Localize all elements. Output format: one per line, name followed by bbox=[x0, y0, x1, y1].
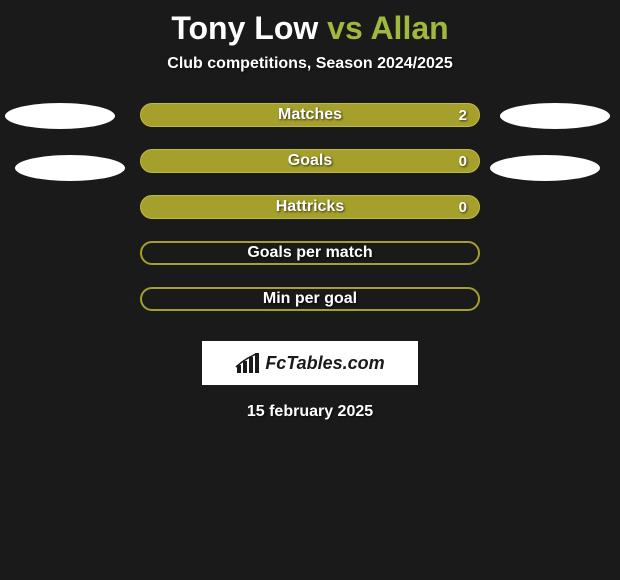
stat-value: 0 bbox=[459, 199, 467, 216]
comparison-title: Tony Low vs Allan bbox=[0, 0, 620, 55]
stats-rows: Matches2Goals0Hattricks0Goals per matchM… bbox=[0, 103, 620, 333]
stat-bar: Goals per match bbox=[140, 241, 480, 265]
player1-marker bbox=[5, 103, 115, 129]
stat-row: Hattricks0 bbox=[0, 195, 620, 241]
stat-bar: Min per goal bbox=[140, 287, 480, 311]
stat-label: Hattricks bbox=[141, 198, 479, 216]
season-subtitle: Club competitions, Season 2024/2025 bbox=[0, 55, 620, 103]
stat-row: Matches2 bbox=[0, 103, 620, 149]
player2-marker bbox=[500, 103, 610, 129]
fctables-logo: FcTables.com bbox=[202, 341, 418, 385]
stat-row: Goals0 bbox=[0, 149, 620, 195]
snapshot-date: 15 february 2025 bbox=[0, 403, 620, 421]
stat-value: 0 bbox=[459, 153, 467, 170]
stat-row: Goals per match bbox=[0, 241, 620, 287]
vs-label: vs bbox=[327, 10, 363, 46]
stat-label: Min per goal bbox=[142, 290, 478, 308]
stat-bar: Matches2 bbox=[140, 103, 480, 127]
player1-name: Tony Low bbox=[171, 10, 318, 46]
player1-marker bbox=[15, 155, 125, 181]
stat-bar: Goals0 bbox=[140, 149, 480, 173]
stat-label: Goals per match bbox=[142, 244, 478, 262]
stat-value: 2 bbox=[459, 107, 467, 124]
bar-chart-icon bbox=[235, 353, 261, 373]
logo-text: FcTables.com bbox=[265, 353, 384, 374]
stat-bar: Hattricks0 bbox=[140, 195, 480, 219]
stat-label: Goals bbox=[141, 152, 479, 170]
stat-label: Matches bbox=[141, 106, 479, 124]
stat-row: Min per goal bbox=[0, 287, 620, 333]
player2-marker bbox=[490, 155, 600, 181]
player2-name: Allan bbox=[370, 10, 448, 46]
